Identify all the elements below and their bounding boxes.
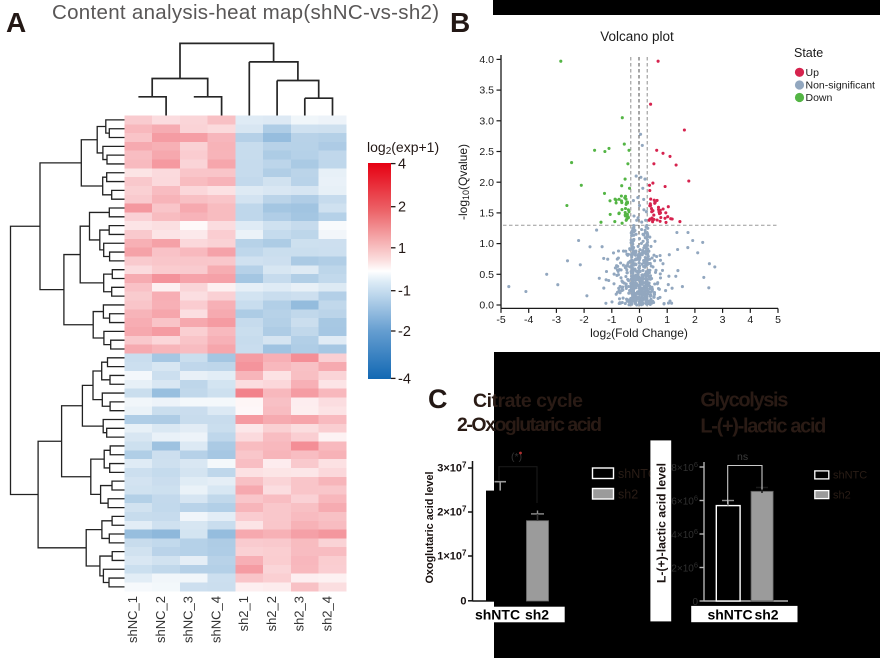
svg-text:Citrate cycle: Citrate cycle: [473, 390, 583, 412]
svg-text:Volcano plot: Volcano plot: [600, 29, 674, 44]
svg-text:shNC_1: shNC_1: [125, 596, 140, 643]
svg-text:shNTC: shNTC: [475, 607, 520, 623]
svg-text:0: 0: [637, 314, 643, 326]
svg-text:-2: -2: [579, 314, 588, 326]
svg-text:1.5: 1.5: [479, 208, 494, 220]
svg-text:0.0: 0.0: [479, 300, 494, 312]
svg-text:L-(+)-lactic acid level: L-(+)-lactic acid level: [657, 463, 669, 583]
svg-text:-4: -4: [398, 371, 411, 387]
svg-text:2-Oxoglutaric acid: 2-Oxoglutaric acid: [457, 414, 602, 436]
svg-text:sh2: sh2: [525, 607, 549, 623]
svg-text:sh2: sh2: [833, 490, 851, 502]
svg-text:3: 3: [720, 314, 726, 326]
svg-text:2.0: 2.0: [479, 177, 494, 189]
svg-text:4: 4: [398, 157, 406, 173]
svg-text:Up: Up: [806, 67, 820, 79]
svg-text:State: State: [794, 46, 823, 60]
svg-text:sh2_4: sh2_4: [319, 596, 334, 631]
svg-text:8×106: 8×106: [671, 460, 698, 474]
svg-text:sh2_2: sh2_2: [264, 596, 279, 631]
svg-text:-4: -4: [524, 314, 533, 326]
svg-text:-log10(Qvalue): -log10(Qvalue): [456, 144, 471, 220]
svg-text:sh2_3: sh2_3: [292, 596, 307, 631]
svg-text:1: 1: [664, 314, 670, 326]
svg-text:2: 2: [398, 200, 406, 216]
svg-text:L-(+)-lactic acid: L-(+)-lactic acid: [700, 416, 826, 438]
svg-text:Down: Down: [806, 92, 833, 104]
svg-text:0: 0: [460, 596, 466, 608]
svg-text:0: 0: [692, 597, 698, 608]
svg-text:2.5: 2.5: [479, 146, 494, 158]
svg-text:Non-significant: Non-significant: [806, 80, 876, 92]
svg-text:shNC_3: shNC_3: [181, 596, 196, 643]
svg-text:-1: -1: [607, 314, 616, 326]
svg-text:(*): (*): [511, 451, 522, 463]
svg-text:2×106: 2×106: [671, 561, 698, 575]
svg-text:sh2: sh2: [618, 488, 638, 502]
svg-text:1.0: 1.0: [479, 238, 494, 250]
svg-text:shNC_4: shNC_4: [208, 596, 223, 643]
svg-text:6×106: 6×106: [671, 494, 698, 508]
svg-text:-3: -3: [552, 314, 561, 326]
svg-text:1: 1: [398, 241, 406, 257]
svg-text:-2: -2: [398, 324, 411, 340]
svg-text:shNC_2: shNC_2: [153, 596, 168, 643]
svg-text:0.5: 0.5: [479, 269, 494, 281]
svg-text:-5: -5: [496, 314, 505, 326]
svg-text:sh2_1: sh2_1: [236, 596, 251, 631]
svg-text:shNTC: shNTC: [618, 467, 657, 481]
svg-text:ns: ns: [737, 451, 748, 463]
svg-text:Glycolysis: Glycolysis: [700, 390, 788, 412]
svg-text:4×106: 4×106: [671, 527, 698, 541]
svg-text:log2(exp+1): log2(exp+1): [367, 139, 439, 157]
svg-text:1×107: 1×107: [437, 549, 467, 563]
svg-text:log2(Fold Change): log2(Fold Change): [590, 326, 688, 341]
svg-text:-1: -1: [398, 284, 411, 300]
svg-text:5: 5: [775, 314, 781, 326]
svg-text:2×107: 2×107: [437, 505, 467, 519]
svg-text:3.5: 3.5: [479, 85, 494, 97]
svg-text:2: 2: [692, 314, 698, 326]
svg-text:sh2: sh2: [754, 607, 778, 623]
svg-text:4: 4: [747, 314, 753, 326]
svg-text:3×107: 3×107: [437, 461, 467, 475]
svg-text:shNTC: shNTC: [707, 607, 752, 623]
svg-text:4.0: 4.0: [479, 54, 494, 66]
svg-text:shNTC: shNTC: [833, 470, 867, 482]
svg-text:3.0: 3.0: [479, 115, 494, 127]
svg-text:Oxoglutaric acid level: Oxoglutaric acid level: [424, 472, 436, 584]
